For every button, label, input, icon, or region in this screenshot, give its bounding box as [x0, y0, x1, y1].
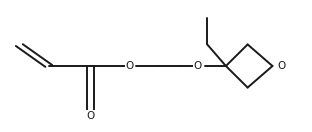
Text: O: O	[125, 61, 134, 71]
Text: O: O	[87, 111, 95, 121]
Text: O: O	[277, 61, 285, 71]
Text: O: O	[194, 61, 202, 71]
